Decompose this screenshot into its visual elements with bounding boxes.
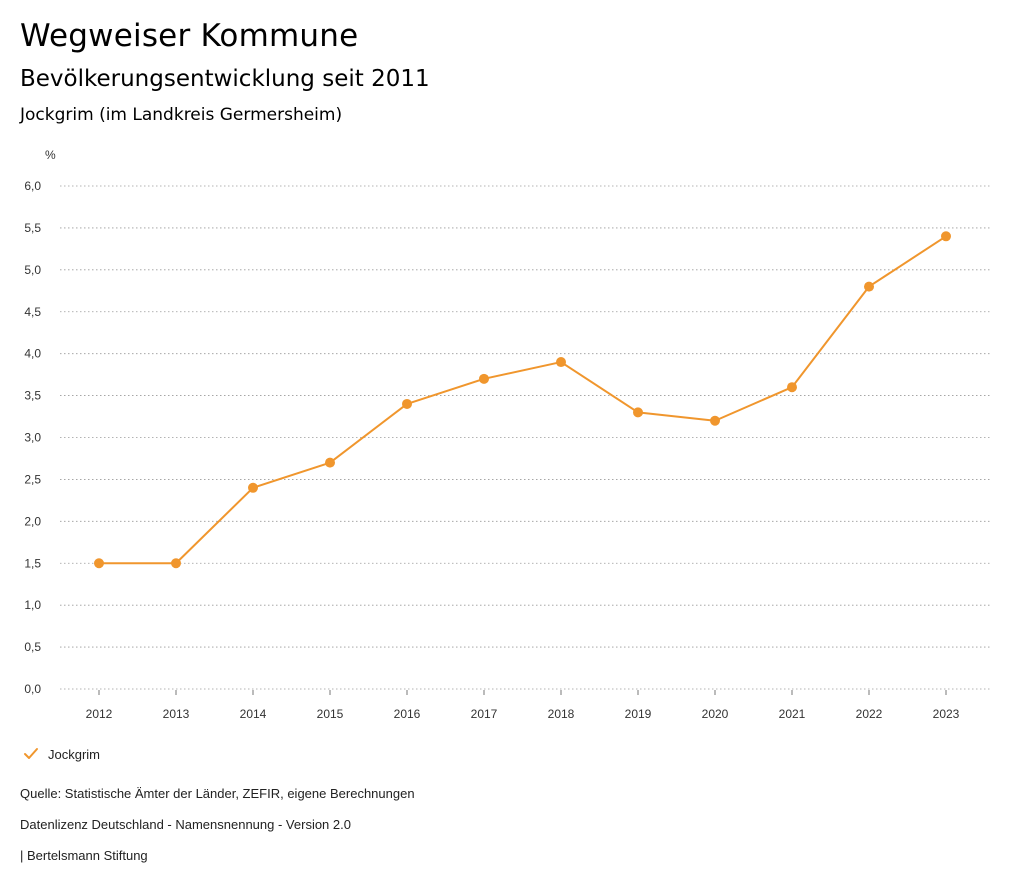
x-tick-label: 2014	[240, 707, 267, 721]
data-point	[941, 231, 951, 242]
axes: % 0,0 0,5 1,0 1,5 2,0 2,5 3,0 3,5 4,0 4,5 5,0 5,5 6,0…	[24, 148, 959, 721]
publisher-note: | Bertelsmann Stiftung	[20, 848, 148, 863]
x-tick-label: 2017	[471, 707, 498, 721]
x-tick-label: 2022	[856, 707, 883, 721]
license-note: Datenlizenz Deutschland - Namensnennung …	[20, 817, 351, 832]
legend[interactable]: Jockgrim	[22, 745, 100, 763]
region-label: Jockgrim (im Landkreis Germersheim)	[20, 105, 343, 125]
y-tick-label: 4,5	[24, 305, 41, 319]
data-point	[171, 558, 181, 569]
y-tick-label: 2,5	[24, 472, 41, 486]
data-point	[787, 382, 797, 393]
grid-lines	[60, 185, 991, 690]
data-point	[94, 558, 104, 569]
y-tick-label: 5,5	[24, 221, 41, 235]
data-point	[479, 373, 489, 384]
check-icon	[24, 748, 38, 759]
y-tick-label: 5,0	[24, 263, 41, 277]
y-tick-label: 1,0	[24, 598, 41, 612]
y-tick-label: 6,0	[24, 179, 41, 193]
y-tick-label: 1,5	[24, 556, 41, 570]
x-tick-label: 2012	[86, 707, 113, 721]
y-tick-label: 4,0	[24, 347, 41, 361]
y-tick-label: 2,0	[24, 514, 41, 528]
y-tick-label: 0,0	[24, 682, 41, 696]
x-tick-label: 2013	[163, 707, 190, 721]
data-point	[633, 407, 643, 418]
line-chart: % 0,0 0,5 1,0 1,5 2,0 2,5 3,0 3,5 4,0 4,5 5,0 5,5 6,0…	[24, 148, 991, 721]
x-tick-label: 2015	[317, 707, 344, 721]
x-tick-label: 2018	[548, 707, 575, 721]
x-tick-label: 2021	[779, 707, 806, 721]
legend-label: Jockgrim	[48, 746, 101, 762]
chart-subtitle: Bevölkerungsentwicklung seit 2011	[20, 66, 430, 92]
x-tick-label: 2016	[394, 707, 421, 721]
page-title: Wegweiser Kommune	[20, 18, 359, 54]
x-tick-label: 2023	[933, 707, 960, 721]
x-tick-label: 2020	[702, 707, 729, 721]
source-note: Quelle: Statistische Ämter der Länder, Z…	[20, 786, 415, 801]
data-point	[402, 398, 412, 409]
y-tick-label: 3,0	[24, 431, 41, 445]
y-axis-unit: %	[45, 148, 56, 162]
series-jockgrim	[94, 231, 951, 569]
data-point	[710, 415, 720, 426]
data-point	[325, 457, 335, 468]
data-point	[248, 482, 258, 493]
data-point	[864, 281, 874, 292]
series-line	[99, 235, 947, 565]
y-tick-label: 3,5	[24, 389, 41, 403]
x-tick-label: 2019	[625, 707, 652, 721]
data-point	[556, 357, 566, 368]
y-tick-label: 0,5	[24, 640, 41, 654]
